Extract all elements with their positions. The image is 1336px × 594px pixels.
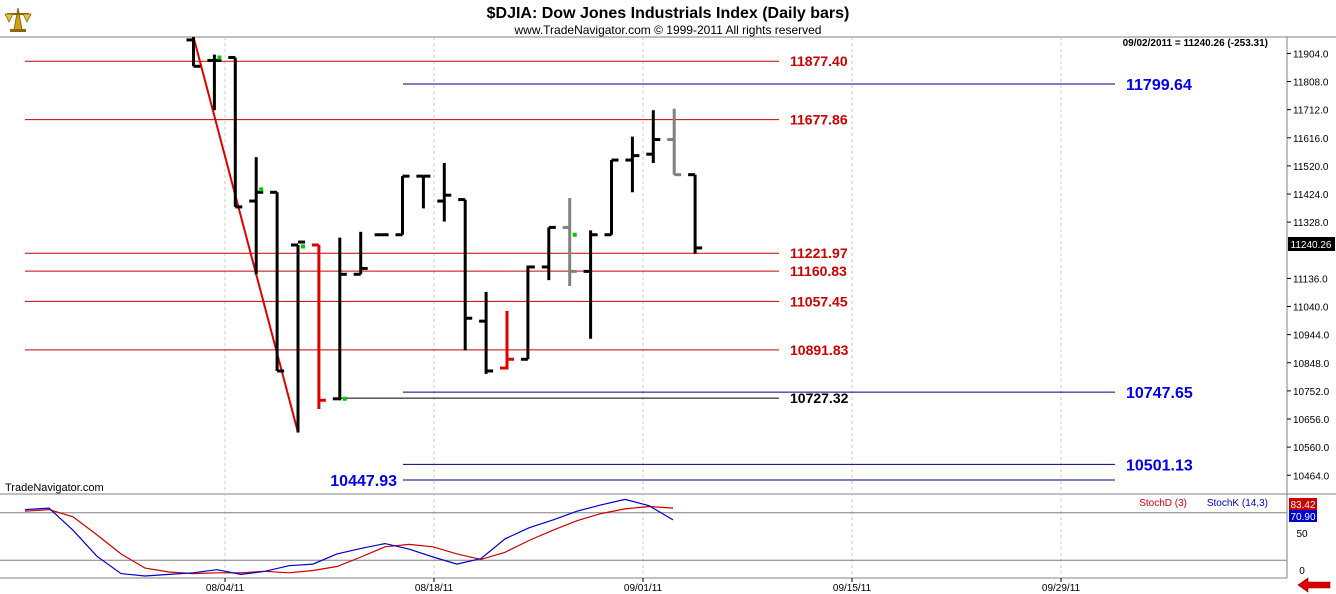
stoch-k-legend: StochK (14,3) — [1207, 498, 1268, 509]
price-level-label: 10501.13 — [1126, 457, 1193, 474]
price-level-label: 10747.65 — [1126, 385, 1193, 402]
price-level-label: 10447.93 — [330, 473, 397, 490]
ohlc-bar — [583, 230, 598, 339]
ohlc-bar — [625, 136, 640, 193]
ohlc-bar — [646, 110, 661, 163]
ohlc-bar — [228, 56, 243, 209]
stoch-d-line — [24, 505, 674, 575]
ohlc-bar — [395, 174, 410, 237]
grid-layer — [224, 37, 1062, 578]
y-tick-label: 10464.0 — [1293, 471, 1330, 482]
ohlc-bar — [479, 291, 494, 374]
price-level-label: 11160.83 — [790, 263, 847, 279]
price-level-label: 11221.97 — [790, 245, 848, 261]
signal-dot — [259, 187, 264, 192]
y-tick-label: 11424.0 — [1293, 190, 1329, 201]
ohlc-bar — [291, 240, 305, 433]
x-tick-label: 09/15/11 — [833, 583, 872, 594]
y-tick-label: 10944.0 — [1293, 331, 1330, 342]
ohlc-bar — [562, 198, 577, 287]
ohlc-bar — [541, 225, 556, 281]
signal-dot — [572, 232, 577, 237]
last-price-label: 11240.26 — [1291, 240, 1332, 251]
back-arrow-icon[interactable] — [1297, 577, 1331, 593]
ohlc-bar — [332, 237, 347, 401]
signal-dot — [342, 396, 347, 401]
stoch-tick-0: 0 — [1299, 566, 1305, 577]
time-axis: 08/04/11 08/18/11 09/01/11 09/15/11 09/29/11 — [206, 578, 1081, 594]
stoch-d-value-box — [1289, 498, 1317, 510]
price-axis: 11904.0 11808.0 11712.0 11616.0 11520.0 11424… — [1287, 49, 1330, 482]
current-readout: 09/02/2011 = 11240.26 (-253.31) — [1123, 38, 1268, 49]
x-tick-label: 08/18/11 — [415, 583, 454, 594]
watermark: TradeNavigator.com — [5, 482, 104, 494]
chart-title: $DJIA: Dow Jones Industrials Index (Dail… — [487, 5, 850, 22]
stoch-k-value: 70.90 — [1290, 512, 1315, 523]
price-level-label: 11677.86 — [790, 112, 848, 128]
ohlc-bar — [667, 108, 682, 177]
x-tick-label: 09/29/11 — [1042, 583, 1081, 594]
y-tick-label: 10848.0 — [1293, 359, 1330, 370]
stochastic-panel — [0, 498, 1287, 577]
stoch-d-legend: StochD (3) — [1139, 498, 1187, 509]
y-tick-label: 11328.0 — [1293, 218, 1329, 229]
y-tick-label: 11040.0 — [1293, 303, 1329, 314]
y-tick-label: 10656.0 — [1293, 415, 1330, 426]
trendline — [192, 36, 299, 433]
ohlc-bar — [186, 37, 201, 68]
y-tick-label: 11808.0 — [1293, 78, 1329, 89]
stoch-k-line — [24, 498, 674, 577]
x-tick-label: 08/04/11 — [206, 583, 245, 594]
last-price-box — [1288, 237, 1335, 251]
price-level-label: 11799.64 — [1126, 77, 1192, 94]
signal-dot — [217, 55, 222, 60]
ohlc-bar — [207, 54, 222, 111]
y-tick-label: 10752.0 — [1293, 387, 1330, 398]
price-level-label: 10727.32 — [790, 390, 849, 406]
y-tick-label: 11520.0 — [1293, 162, 1329, 173]
ohlc-bar — [688, 173, 703, 254]
price-bars — [186, 37, 703, 433]
stoch-k-value-box — [1289, 510, 1317, 522]
ohlc-bar — [458, 198, 473, 351]
ohlc-bar — [249, 157, 264, 275]
ohlc-bar — [520, 265, 535, 361]
y-tick-label: 10560.0 — [1293, 443, 1330, 454]
price-level-label: 10891.83 — [790, 342, 849, 358]
ohlc-bar — [270, 190, 285, 373]
y-tick-label: 11616.0 — [1293, 134, 1329, 145]
price-level-label: 11877.40 — [790, 53, 848, 69]
logo-icon — [4, 7, 32, 32]
trendline-layer — [192, 36, 299, 433]
y-tick-label: 11712.0 — [1293, 106, 1329, 117]
ohlc-bar — [604, 158, 619, 237]
signal-dot — [301, 244, 305, 249]
ohlc-bar — [311, 243, 326, 410]
price-level-label: 11057.45 — [790, 293, 848, 309]
ohlc-bar — [353, 231, 368, 276]
ohlc-bar — [500, 310, 514, 370]
chart-subtitle: www.TradeNavigator.com © 1999-2011 All r… — [514, 23, 822, 37]
y-tick-label: 11136.0 — [1293, 274, 1328, 285]
x-tick-label: 09/01/11 — [624, 583, 663, 594]
stoch-tick-50: 50 — [1296, 529, 1308, 540]
ohlc-bar — [416, 174, 431, 209]
ohlc-bar — [437, 162, 452, 222]
y-tick-label: 11904.0 — [1293, 49, 1329, 60]
price-levels: 11877.40 11799.64 11677.86 11221.97 11160.83… — [25, 53, 1193, 490]
stoch-d-value: 83.42 — [1290, 500, 1315, 511]
